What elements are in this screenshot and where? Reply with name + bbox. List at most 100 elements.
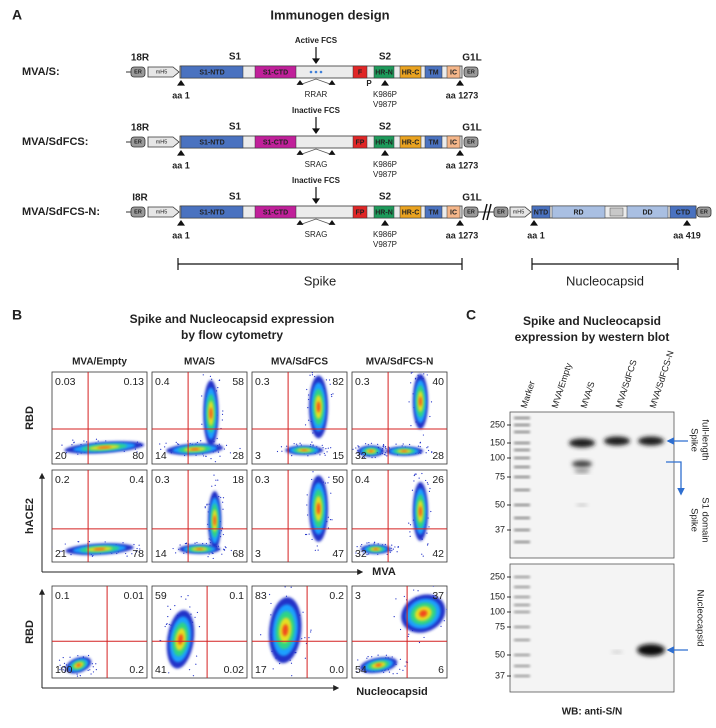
subunit-label: S1 <box>229 52 242 63</box>
event-dot <box>195 454 197 456</box>
linker <box>609 207 624 217</box>
quadrant-value: 0.3 <box>255 474 270 486</box>
event-dot <box>360 545 362 547</box>
density-level <box>300 449 308 452</box>
domain-text: HR-N <box>375 209 393 216</box>
density-level <box>373 548 379 550</box>
event-dot <box>300 444 302 446</box>
event-dot <box>210 440 212 442</box>
domain <box>424 135 443 149</box>
event-dot <box>408 401 410 403</box>
event-dot <box>374 541 376 543</box>
ladder-band <box>514 585 530 589</box>
event-dot <box>222 410 224 412</box>
event-dot <box>327 482 329 484</box>
panel-title: Spike and Nucleocapsid <box>523 314 661 328</box>
event-dot <box>327 447 329 449</box>
event-dot <box>308 394 310 396</box>
event-dot <box>317 549 319 551</box>
event-dot <box>301 638 303 640</box>
event-dot <box>418 641 421 644</box>
event-dot <box>290 662 293 664</box>
event-dot <box>207 556 209 558</box>
band <box>576 503 588 507</box>
event-dot <box>208 553 210 555</box>
event-dot <box>69 656 71 658</box>
event-dot <box>185 680 186 681</box>
dot-plot <box>151 371 248 465</box>
arrow-head <box>381 80 389 86</box>
event-dot <box>399 658 401 660</box>
event-dot <box>224 546 226 548</box>
promoter <box>147 136 180 148</box>
event-dot <box>324 482 327 484</box>
quadrant-value: 78 <box>132 548 144 560</box>
domain-text: HR-C <box>402 69 420 76</box>
density-level <box>282 624 289 637</box>
event-dot <box>409 524 412 526</box>
domain-text: HR-N <box>375 69 393 76</box>
arrow-head <box>328 220 336 225</box>
event-dot <box>458 608 459 609</box>
event-dot <box>89 669 91 671</box>
event-dot <box>63 662 66 664</box>
event-dot <box>83 440 85 442</box>
fcs-site-lines <box>301 218 331 225</box>
event-dot <box>215 479 217 481</box>
event-dot <box>59 664 61 666</box>
density <box>260 582 312 677</box>
event-dot <box>404 665 406 667</box>
mw-label: 250 <box>490 571 505 581</box>
event-dot <box>366 553 368 556</box>
quadrant-value: 58 <box>232 376 244 388</box>
event-dot <box>330 492 332 494</box>
ladder-band <box>514 653 530 657</box>
event-dot <box>363 456 365 458</box>
density <box>159 595 201 681</box>
event-dot <box>172 547 174 550</box>
event-dot <box>165 623 168 626</box>
promoter-text: mH5 <box>513 209 525 215</box>
event-dot <box>427 449 430 452</box>
event-dot <box>456 610 457 611</box>
domain-text: S1-NTD <box>199 209 224 216</box>
promoter <box>509 206 532 218</box>
event-dot <box>331 519 333 521</box>
band <box>638 436 664 446</box>
event-dot <box>383 671 385 673</box>
event-dot <box>330 447 332 449</box>
event-dot <box>384 452 386 454</box>
panel-label: A <box>12 7 22 23</box>
event-dot <box>210 458 212 460</box>
event-dot <box>189 606 191 608</box>
event-dot <box>58 659 61 661</box>
quadrant-value: 0.3 <box>255 376 270 388</box>
quadrant-value: 40 <box>432 376 444 388</box>
construct-name: MVA/S: <box>22 66 60 78</box>
event-dot <box>62 656 64 659</box>
event-dot <box>221 413 224 415</box>
locus-label: G1L <box>462 123 481 134</box>
event-dot <box>222 548 225 550</box>
event-dot <box>389 551 391 553</box>
event-dot <box>393 616 395 618</box>
event-dot <box>388 671 391 673</box>
event-dot <box>276 582 277 583</box>
density-level <box>76 663 81 667</box>
event-dot <box>280 446 283 448</box>
event-dot <box>384 543 386 546</box>
locus-label: 18R <box>131 53 150 64</box>
ladder-band <box>514 595 530 599</box>
event-dot <box>88 541 91 543</box>
event-dot <box>136 451 138 453</box>
x-axis-label: MVA <box>372 566 396 578</box>
event-dot <box>212 557 214 560</box>
event-dot <box>77 655 79 657</box>
event-dot <box>395 598 397 600</box>
quadrant-value: 18 <box>232 474 244 486</box>
event-dot <box>270 614 272 616</box>
event-dot <box>368 553 370 555</box>
dot-plot <box>51 371 148 465</box>
event-dot <box>64 669 66 671</box>
fcs-label: Inactive FCS <box>292 176 341 185</box>
